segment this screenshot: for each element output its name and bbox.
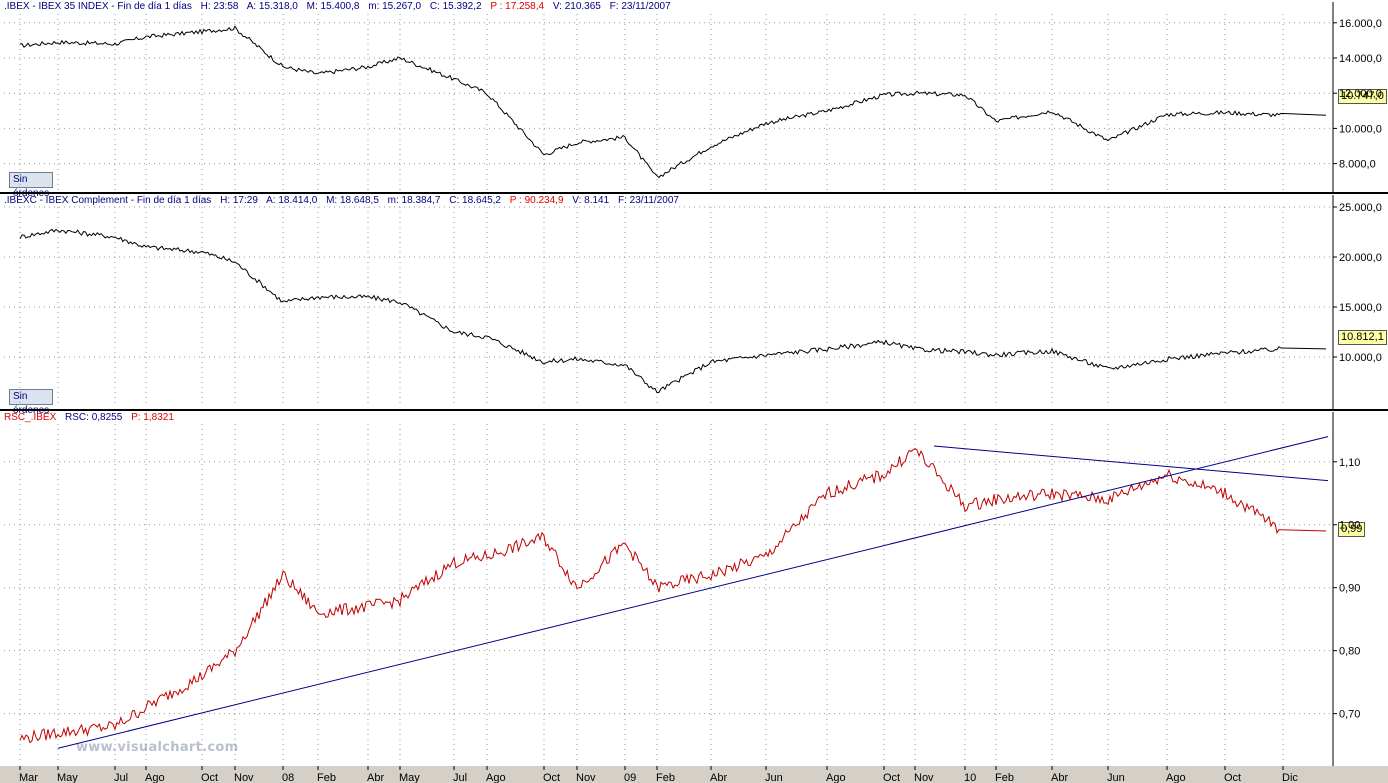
panel-2-hour: H: 17:29 [220,195,258,206]
trendline-0 [57,436,1329,749]
panel-separator-2[interactable] [0,409,1388,411]
y-tick-label-2-0: 0,70 [1339,709,1360,721]
y-tick-label-2-1: 0,80 [1339,646,1360,658]
panel-1-low: m: 15.267,0 [368,1,422,12]
y-tick-label-1-1: 15.000,0 [1339,302,1382,314]
watermark: www.visualchart.com [76,740,239,755]
y-tick-label-1-3: 25.000,0 [1339,202,1382,214]
panel-2-close: C: 18.645,2 [449,195,501,206]
y-tick-label-0-1: 10.000,0 [1339,123,1382,135]
y-tick-label-1-0: 10.000,0 [1339,352,1382,364]
panel-1-close: C: 15.392,2 [429,1,482,12]
panel-3-last-value: 0,99 [1338,522,1366,537]
y-tick-label-2-4: 1,10 [1339,457,1360,469]
panel-1-hour: H: 23:58 [200,1,239,12]
panel-2-open: A: 18.414,0 [266,195,318,206]
panel-3-header: RSC_.IBEX RSC: 0,8255 P: 1,8321 [4,412,180,424]
panel-3-symbol: RSC_.IBEX [4,412,57,423]
panel-1-symbol: .IBEX - IBEX 35 INDEX - Fin de día 1 día… [4,1,192,12]
panel-2-high: M: 18.648,5 [326,195,379,206]
y-tick-label-1-2: 20.000,0 [1339,252,1382,264]
y-tick-label-0-3: 14.000,0 [1339,53,1382,65]
panel-3-rsc: RSC: 0,8255 [65,412,123,423]
panel-1-high: M: 15.400,8 [306,1,360,12]
y-tick-label-0-4: 16.000,0 [1339,18,1382,30]
panel-2-header: .IBEXC - IBEX Complement - Fin de día 1 … [4,195,685,207]
panel-2-last-value: 10.812,1 [1338,330,1387,345]
panel-2-volume: V: 8.141 [572,195,610,206]
panel-1-open: A: 15.318,0 [246,1,298,12]
series-line-0 [19,25,1327,179]
panel-1-date: F: 23/11/2007 [609,1,671,12]
trendline-1 [933,445,1329,482]
panel-1-volume: V: 210.365 [552,1,601,12]
panel-1-last-value: 10.747,0 [1338,89,1387,104]
panel-2-sin-ordenes-button[interactable]: Sin órdenes [9,389,54,416]
series-line-1 [19,228,1327,394]
y-tick-label-2-2: 0,90 [1339,583,1360,595]
panel-2-p: P : 90.234,9 [509,195,564,206]
panel-1-p: P : 17.258,4 [490,1,545,12]
panel-separator-1[interactable] [0,192,1388,194]
x-axis-strip [0,766,1388,783]
panel-2-date: F: 23/11/2007 [617,195,679,206]
panel-1-sin-ordenes-button[interactable]: Sin órdenes [9,172,54,199]
y-tick-label-0-0: 8.000,0 [1339,159,1376,171]
panel-2-symbol: .IBEXC - IBEX Complement - Fin de día 1 … [4,195,212,206]
series-line-2 [19,448,1327,744]
panel-1-header: .IBEX - IBEX 35 INDEX - Fin de día 1 día… [4,1,677,13]
panel-3-p: P: 1,8321 [131,412,174,423]
panel-2-low: m: 18.384,7 [387,195,441,206]
